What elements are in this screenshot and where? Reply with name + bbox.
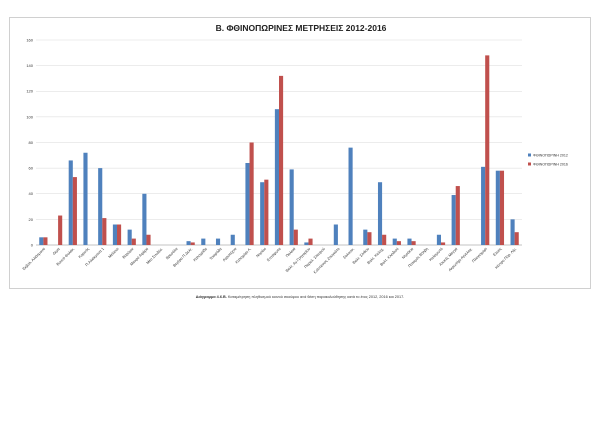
- bar: [146, 234, 151, 245]
- bar: [215, 238, 221, 245]
- x-category-label: Παλαιά: [285, 246, 297, 258]
- x-category-label: Μελίσσι: [108, 247, 120, 259]
- bar: [245, 163, 250, 245]
- bar: [495, 170, 500, 245]
- bar: [363, 229, 368, 245]
- bar: [117, 224, 122, 245]
- bar: [142, 193, 147, 245]
- bar: [396, 241, 401, 245]
- bar: [510, 219, 515, 245]
- bar: [264, 179, 269, 245]
- y-tick-label: 140: [26, 63, 33, 68]
- bar: [98, 168, 103, 245]
- bar: [436, 234, 441, 245]
- bar: [58, 215, 63, 245]
- x-category-label: Σαλονικ.: [342, 247, 355, 260]
- bar: [190, 242, 195, 245]
- bar: [308, 238, 313, 245]
- bar: [411, 241, 416, 245]
- bar: [72, 177, 77, 245]
- y-tick-label: 0: [31, 242, 34, 247]
- bar: [83, 152, 88, 245]
- x-category-label: Κορινός: [78, 247, 90, 259]
- chart-title: Β. ΦΘΙΝΟΠΩΡΙΝΕΣ ΜΕΤΡΗΣΕΙΣ 2012-2016: [216, 23, 387, 33]
- bar: [230, 234, 235, 245]
- x-category-label: Δεμα: [52, 246, 61, 255]
- bar: [348, 147, 353, 245]
- bar: [451, 195, 456, 245]
- legend-entry: ΦΘΙΝΟΠΩΡΙΝΗ 2016: [533, 163, 568, 167]
- x-category-label: Ελούς: [492, 247, 502, 257]
- bar: [333, 224, 338, 245]
- y-tick-label: 100: [26, 114, 33, 119]
- bar: [274, 109, 279, 245]
- bar: [249, 142, 254, 245]
- y-axis: 0 20 40 60 80 100 120 140 160: [26, 37, 33, 247]
- bar: [127, 229, 132, 245]
- legend-swatch: [528, 153, 531, 157]
- bar: [485, 55, 490, 245]
- bar-chart: Β. ΦΘΙΝΟΠΩΡΙΝΕΣ ΜΕΤΡΗΣΕΙΣ 2012-2016 0 20 4…: [22, 23, 568, 275]
- bar: [279, 75, 284, 245]
- bar: [499, 170, 505, 245]
- bar: [514, 232, 519, 245]
- bar: [377, 182, 383, 245]
- x-category-label: Βρεσάλα: [165, 246, 179, 260]
- bar: [186, 241, 191, 245]
- bar: [289, 169, 294, 245]
- x-category-label: Νησάκι: [256, 247, 268, 259]
- x-category-label: Επτάφωτα: [266, 246, 282, 262]
- x-category-label: Νησάκια: [401, 246, 415, 260]
- x-category-label: Βαρύμικ: [122, 247, 135, 260]
- x-category-label: Τσαιρόδα: [209, 246, 224, 261]
- x-category-label: Πλαγιοχώρι: [471, 247, 488, 264]
- bar: [201, 238, 206, 245]
- x-category-label: Κολπίσκος Ζουγκάτο: [313, 247, 341, 275]
- figure-caption: Διάγραμμα 4.6.Β. Καταμέτρηση πληθυσμού κ…: [0, 295, 600, 299]
- bar-series: [39, 55, 519, 245]
- bar: [43, 237, 48, 245]
- y-tick-label: 60: [29, 166, 34, 171]
- legend-entry: ΦΘΙΝΟΠΩΡΙΝΗ 2012: [533, 154, 568, 158]
- bar: [481, 166, 486, 245]
- y-tick-label: 160: [26, 37, 33, 42]
- bar: [367, 232, 372, 245]
- caption-text: Καταμέτρηση πληθυσμού κοινού σκούφου ανά…: [227, 295, 405, 299]
- x-category-label: Εκβολ. Αλιάκμονα: [22, 246, 47, 271]
- y-tick-label: 80: [29, 140, 34, 145]
- bar: [382, 234, 387, 245]
- bar: [260, 182, 265, 245]
- chart-frame: Β. ΦΘΙΝΟΠΩΡΙΝΕΣ ΜΕΤΡΗΣΕΙΣ 2012-2016 0 20 4…: [9, 17, 591, 289]
- bar: [102, 218, 107, 245]
- y-tick-label: 120: [26, 89, 33, 94]
- bar: [131, 238, 136, 245]
- bar: [407, 238, 412, 245]
- legend: ΦΘΙΝΟΠΩΡΙΝΗ 2012 ΦΘΙΝΟΠΩΡΙΝΗ 2016: [528, 153, 568, 167]
- legend-swatch: [528, 162, 531, 166]
- x-category-label: Καλογρίδα: [193, 246, 209, 262]
- bar: [455, 186, 460, 245]
- bar: [39, 237, 44, 245]
- bar: [304, 242, 309, 245]
- y-tick-label: 20: [29, 217, 34, 222]
- bar: [293, 229, 298, 245]
- y-tick-label: 40: [29, 191, 34, 196]
- caption-label: Διάγραμμα 4.6.Β.: [195, 295, 227, 299]
- bar: [112, 224, 117, 245]
- bar: [392, 238, 397, 245]
- bar: [441, 242, 446, 245]
- bar: [68, 160, 73, 245]
